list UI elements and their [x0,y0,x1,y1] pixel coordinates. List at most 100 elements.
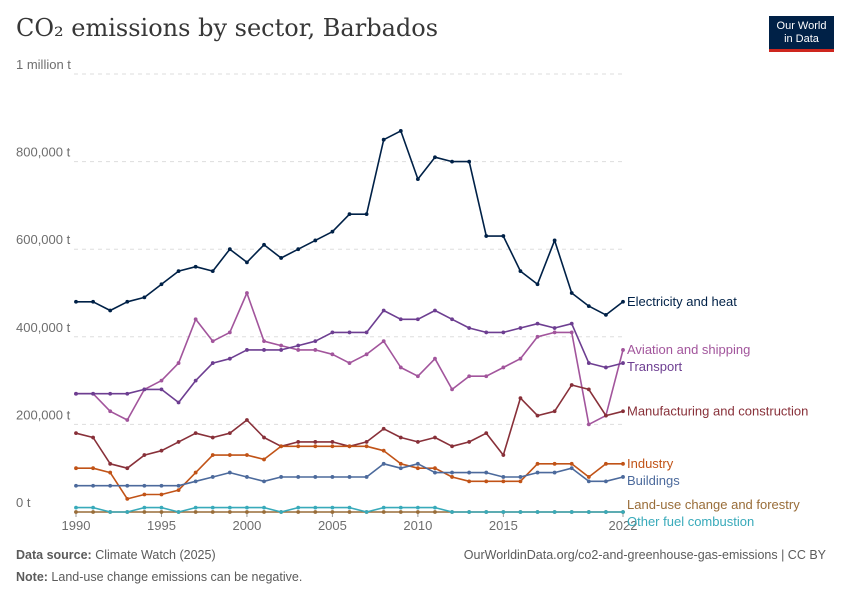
series-label-transport: Transport [627,359,683,374]
data-point-aviation-and-shipping [535,334,540,339]
data-point-other-fuel-combustion [484,510,489,514]
data-point-industry [398,461,403,466]
grid-lines [74,73,625,425]
data-source: Data source: Climate Watch (2025) [16,548,216,562]
y-tick-label: 1 million t [16,57,71,72]
logo-line-2: in Data [784,33,819,45]
data-point-electricity-and-heat [227,247,232,252]
data-point-other-fuel-combustion [227,505,232,510]
data-point-land-use-change-and-forestry [74,510,78,514]
data-point-aviation-and-shipping [484,374,489,379]
data-point-transport [347,330,352,335]
data-point-electricity-and-heat [159,282,164,287]
line-chart: 0 t 200,000 t 400,000 t 600,000 t 800,000 t 1… [16,57,808,533]
data-point-transport [313,339,318,344]
data-point-buildings [142,483,147,488]
data-point-manufacturing-and-construction [125,466,130,471]
data-point-buildings [604,479,608,484]
data-point-industry [227,453,232,457]
data-point-industry [501,479,506,484]
data-point-industry [433,466,437,471]
series-line-manufacturing-and-construction [75,384,624,470]
data-point-industry [125,496,130,501]
series-line-electricity-and-heat [76,130,624,316]
data-point-aviation-and-shipping [621,348,625,352]
x-tick-label: 2015 [489,518,518,533]
data-point-transport [159,387,164,392]
data-point-other-fuel-combustion [142,505,147,510]
data-point-manufacturing-and-construction [227,431,232,436]
data-point-buildings [125,483,130,488]
data-point-electricity-and-heat [586,304,591,309]
data-point-buildings [552,470,557,475]
data-point-transport [125,391,130,396]
data-point-other-fuel-combustion [604,510,608,514]
data-point-aviation-and-shipping [262,339,266,344]
series-lines [74,129,625,514]
data-point-buildings [74,483,78,488]
data-point-industry [142,492,147,497]
data-point-aviation-and-shipping [176,361,181,365]
data-point-other-fuel-combustion [74,505,78,510]
data-point-buildings [279,475,284,479]
data-point-other-fuel-combustion [262,505,266,510]
y-tick-label: 800,000 t [16,145,71,160]
data-point-industry [279,444,284,449]
data-point-buildings [569,466,574,471]
data-point-manufacturing-and-construction [262,435,266,440]
data-point-industry [176,488,181,492]
data-point-electricity-and-heat [125,299,130,304]
source-url[interactable]: OurWorldinData.org/co2-and-greenhouse-ga… [463,548,826,562]
data-point-industry [193,470,198,475]
owid-logo[interactable]: Our World in Data [769,16,834,52]
data-point-buildings [484,470,489,475]
data-point-other-fuel-combustion [176,510,181,514]
data-point-buildings [415,461,420,466]
data-point-buildings [518,475,523,479]
data-point-land-use-change-and-forestry [381,510,386,514]
data-point-manufacturing-and-construction [296,440,301,444]
data-point-buildings [193,479,198,484]
data-point-manufacturing-and-construction [91,435,95,440]
data-point-land-use-change-and-forestry [91,510,95,514]
data-point-electricity-and-heat [467,159,472,164]
data-point-land-use-change-and-forestry [142,510,147,514]
data-point-aviation-and-shipping [501,365,506,370]
data-point-industry [621,461,625,466]
data-point-aviation-and-shipping [450,387,454,392]
data-point-transport [535,321,540,326]
data-point-manufacturing-and-construction [467,440,472,444]
data-point-manufacturing-and-construction [313,440,318,444]
x-tick-label: 2022 [609,518,638,533]
data-point-electricity-and-heat [552,238,557,243]
data-point-electricity-and-heat [484,234,489,238]
data-point-buildings [227,470,232,475]
series-label-land-use-change-and-forestry: Land-use change and forestry [627,497,800,512]
data-point-manufacturing-and-construction [159,448,164,453]
data-point-transport [176,400,181,405]
data-point-electricity-and-heat [176,269,181,273]
data-point-aviation-and-shipping [586,422,591,427]
data-point-industry [535,461,540,466]
data-point-electricity-and-heat [569,291,574,295]
data-point-buildings [262,479,266,484]
data-point-manufacturing-and-construction [433,435,437,440]
data-point-land-use-change-and-forestry [159,510,164,514]
data-point-industry [262,457,266,462]
data-point-industry [210,453,215,457]
data-point-aviation-and-shipping [159,378,164,383]
data-point-other-fuel-combustion [450,510,454,514]
data-point-electricity-and-heat [245,260,249,265]
data-point-industry [450,475,454,479]
series-label-aviation-and-shipping: Aviation and shipping [627,342,750,357]
data-point-electricity-and-heat [313,238,318,243]
data-point-other-fuel-combustion [552,510,557,514]
data-point-aviation-and-shipping [398,365,403,370]
data-point-buildings [621,475,625,479]
data-point-aviation-and-shipping [296,348,301,352]
series-line-buildings [76,462,624,487]
data-point-manufacturing-and-construction [74,431,78,436]
data-point-transport [586,361,591,365]
data-point-aviation-and-shipping [518,356,523,361]
data-point-transport [398,317,403,322]
